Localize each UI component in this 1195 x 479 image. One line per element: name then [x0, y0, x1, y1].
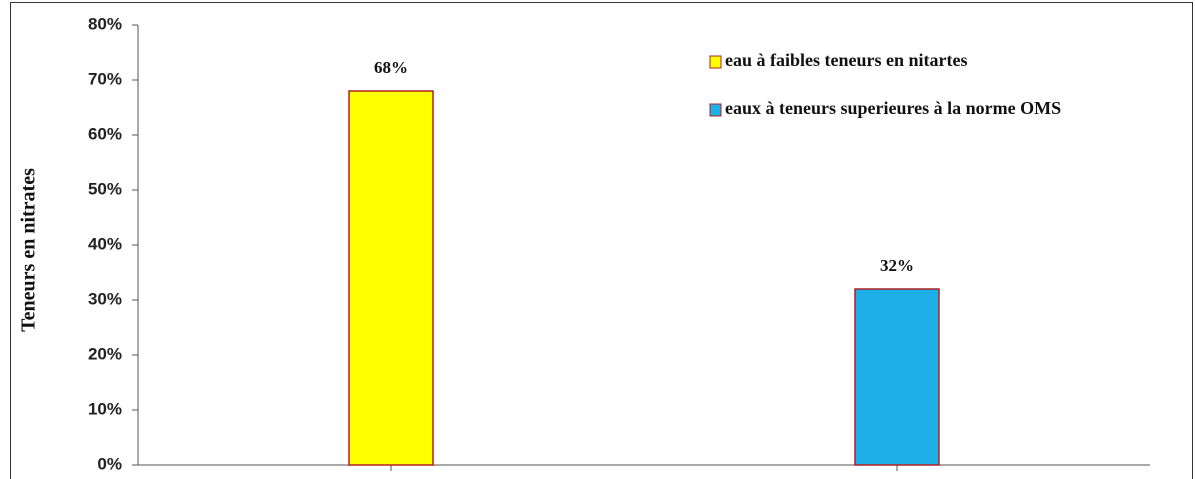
y-tick-label: 40% — [88, 234, 122, 253]
y-tick-label: 0% — [97, 454, 122, 473]
bar — [854, 288, 940, 466]
frame — [10, 2, 1193, 479]
y-tick-label: 80% — [88, 14, 122, 33]
y-tick-label: 20% — [88, 344, 122, 363]
value-label: 32% — [880, 256, 914, 275]
legend-swatch — [709, 103, 722, 117]
y-tick-label: 70% — [88, 69, 122, 88]
y-tick-label: 60% — [88, 124, 122, 143]
bar — [348, 90, 434, 466]
y-tick-label: 10% — [88, 399, 122, 418]
value-label: 68% — [374, 58, 408, 77]
y-tick-label: 50% — [88, 179, 122, 198]
y-tick-label: 30% — [88, 289, 122, 308]
legend-label: eau à faibles teneurs en nitartes — [725, 50, 967, 70]
legend-swatch — [709, 55, 722, 69]
legend-label: eaux à teneurs superieures à la norme OM… — [725, 98, 1061, 118]
y-axis-label: Teneurs en nitrates — [18, 168, 40, 332]
